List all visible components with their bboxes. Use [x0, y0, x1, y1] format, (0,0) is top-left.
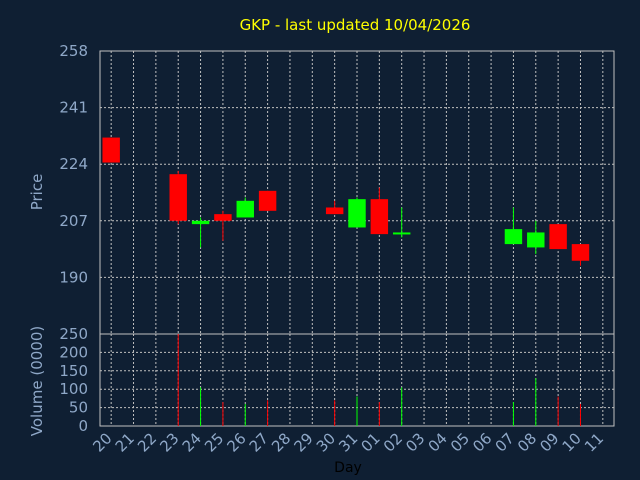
price-tick-label: 190 — [59, 268, 88, 286]
candle — [348, 197, 366, 228]
candle — [504, 207, 523, 245]
candle-body — [392, 232, 411, 235]
price-tick-label: 224 — [59, 155, 88, 173]
candle — [549, 224, 567, 250]
candle — [527, 220, 545, 255]
price-tick-label: 241 — [59, 99, 88, 117]
candle — [258, 190, 277, 211]
candle-body — [527, 232, 545, 248]
candle-body — [370, 199, 389, 235]
candle — [214, 210, 232, 241]
volume-tick-label: 150 — [59, 362, 88, 380]
volume-axis-label: Volume (0000) — [28, 326, 46, 436]
candle-body — [258, 190, 277, 211]
price-axis-label: Price — [28, 174, 46, 211]
volume-tick-label: 200 — [59, 343, 88, 361]
candle — [392, 207, 411, 238]
candle — [236, 197, 254, 218]
price-tick-label: 207 — [59, 212, 88, 230]
candle — [325, 200, 344, 215]
volume-tick-label: 250 — [59, 325, 88, 343]
x-axis-label: Day — [334, 460, 362, 476]
candle-body — [571, 244, 590, 261]
candle — [169, 170, 187, 225]
candle — [571, 244, 590, 266]
candle — [102, 137, 120, 163]
candle-body — [549, 224, 567, 250]
price-tick-label: 258 — [59, 42, 88, 60]
candle — [191, 217, 210, 248]
candle-body — [236, 200, 254, 218]
candle-body — [169, 174, 187, 221]
x-tick-label: 11 — [581, 429, 607, 455]
candle — [370, 187, 389, 235]
volume-tick-label: 100 — [59, 380, 88, 398]
volume-tick-label: 0 — [78, 417, 88, 435]
candle-body — [325, 207, 344, 215]
candle-body — [102, 137, 120, 163]
candle-body — [191, 220, 210, 225]
candle-body — [504, 229, 523, 245]
chart-title: GKP - last updated 10/04/2026 — [240, 16, 471, 34]
candle-body — [348, 199, 366, 228]
price-panel: 190 207 224 241 258 — [59, 42, 615, 335]
candle-body — [214, 214, 232, 221]
volume-tick-label: 50 — [69, 399, 88, 417]
